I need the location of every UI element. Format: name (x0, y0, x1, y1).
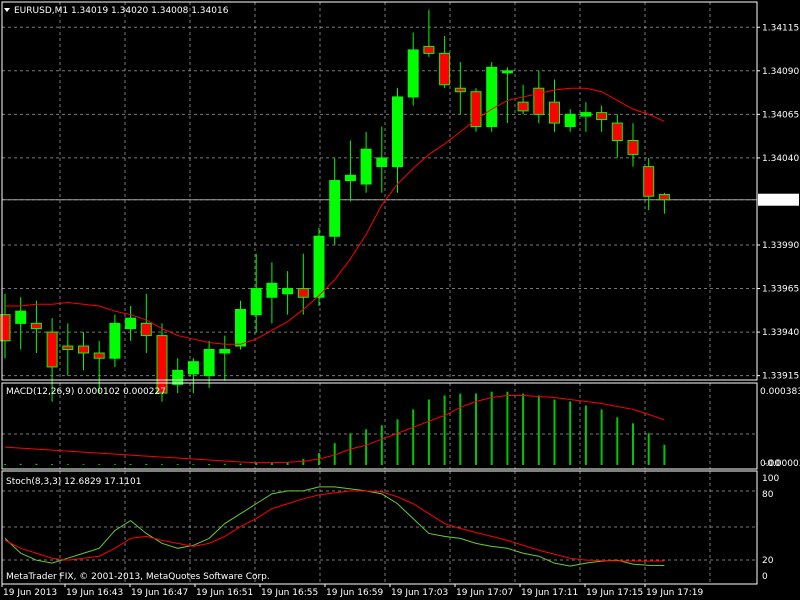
price-axis-label: 1.34115 (762, 23, 799, 33)
candle-body (564, 113, 576, 128)
candle-body (219, 349, 231, 354)
candle-body (93, 352, 105, 359)
time-axis-label: 19 Jun 2013 (3, 588, 57, 598)
stoch-axis-label: 0 (762, 572, 768, 582)
candle-body (235, 308, 246, 347)
time-axis-label: 19 Jun 17:19 (646, 588, 703, 598)
candle-body (533, 87, 545, 115)
candle-body (109, 322, 121, 359)
macd-axis-bottom-right: -0.000032 (764, 459, 800, 469)
candle-body (250, 288, 262, 316)
price-axis-label: 1.33965 (762, 285, 799, 295)
stoch-axis-label: 100 (762, 474, 779, 484)
candle-body (156, 335, 168, 394)
stoch-signal-line (4, 490, 665, 562)
time-axis-label: 19 Jun 16:55 (261, 588, 318, 598)
price-axis-label: 1.34090 (762, 67, 799, 77)
candle-body (470, 91, 482, 128)
price-axis-label: 1.33940 (762, 328, 799, 338)
stoch-axis-label: 80 (762, 490, 774, 500)
candle-body (282, 288, 294, 295)
candle-body (596, 112, 608, 121)
pane-frames (1, 1, 758, 585)
candle-body (376, 157, 388, 168)
candle-body (297, 288, 309, 298)
candle-body (407, 49, 419, 98)
candle-body (454, 87, 466, 93)
candle-body (501, 70, 513, 74)
stoch-label: Stoch(8,3,3) 12.6829 17.1101 (6, 477, 141, 487)
candle-body (266, 282, 278, 298)
candle-body (627, 139, 639, 155)
candle-body (0, 314, 11, 342)
copyright-text: MetaTrader FIX, © 2001-2013, MetaQuotes … (6, 572, 270, 582)
macd-pane (4, 391, 666, 465)
time-axis-label: 19 Jun 16:47 (131, 588, 188, 598)
stoch-axis-label: 20 (762, 556, 774, 566)
candle-body (203, 349, 215, 377)
dropdown-icon[interactable] (4, 8, 10, 12)
axes: 1.34115 1.34090 1.34065 1.34040 1.34016 1.339… (1, 23, 800, 598)
candle-body (580, 112, 592, 117)
candle-body (392, 96, 403, 168)
stoch-main-line (4, 486, 665, 567)
time-axis-label: 19 Jun 17:11 (521, 588, 578, 598)
candle-body (643, 166, 655, 197)
candle-body (517, 101, 529, 112)
macd-signal-line (4, 395, 665, 464)
symbol-line: EURUSD,M1 1.34019 1.34020 1.34008 1.3401… (14, 6, 229, 16)
time-axis-label: 19 Jun 16:43 (66, 588, 123, 598)
time-axis-label: 19 Jun 17:07 (456, 588, 513, 598)
candle-body (423, 45, 435, 54)
candle-body (313, 235, 325, 298)
macd-axis-bottom: 0.00 (760, 459, 780, 469)
pane-frame (1, 1, 758, 381)
candle-body (549, 101, 560, 124)
candle-body (62, 345, 74, 351)
price-axis-label: 1.34016 (761, 196, 798, 206)
candle-body (611, 122, 623, 141)
candle-body (658, 193, 670, 201)
price-axis-label: 1.33915 (762, 372, 799, 382)
macd-label: MACD(12,26,9) 0.000102 0.000227 (6, 387, 166, 397)
current-price-box (758, 193, 799, 206)
candle-body (15, 310, 27, 324)
candle-body (125, 317, 137, 330)
stoch-pane (4, 486, 665, 567)
candles (0, 9, 670, 402)
candle-body (486, 66, 498, 128)
price-axis-label: 1.33990 (762, 241, 799, 251)
candle-body (78, 345, 89, 354)
pane-frame (1, 382, 758, 470)
candle-body (329, 180, 341, 237)
grid-lines (1, 2, 757, 584)
candle-body (344, 174, 356, 182)
candle-body (439, 52, 451, 86)
moving-average (5, 87, 665, 345)
time-axis-label: 19 Jun 17:15 (586, 588, 643, 598)
time-axis-label: 19 Jun 16:51 (196, 588, 253, 598)
candle-body (46, 331, 58, 368)
candle-body (172, 369, 184, 385)
ma-line (5, 87, 665, 345)
candle-body (140, 322, 152, 337)
time-axis-label: 19 Jun 16:59 (326, 588, 383, 598)
price-axis-label: 1.34040 (762, 154, 799, 164)
price-axis-label: 1.34065 (762, 110, 799, 120)
macd-axis-top: 0.000383 (760, 387, 800, 397)
pane-frame (1, 470, 758, 585)
candle-body (360, 148, 372, 185)
candle-body (30, 322, 42, 330)
candle-body (187, 361, 199, 375)
time-axis-label: 19 Jun 17:03 (391, 588, 448, 598)
